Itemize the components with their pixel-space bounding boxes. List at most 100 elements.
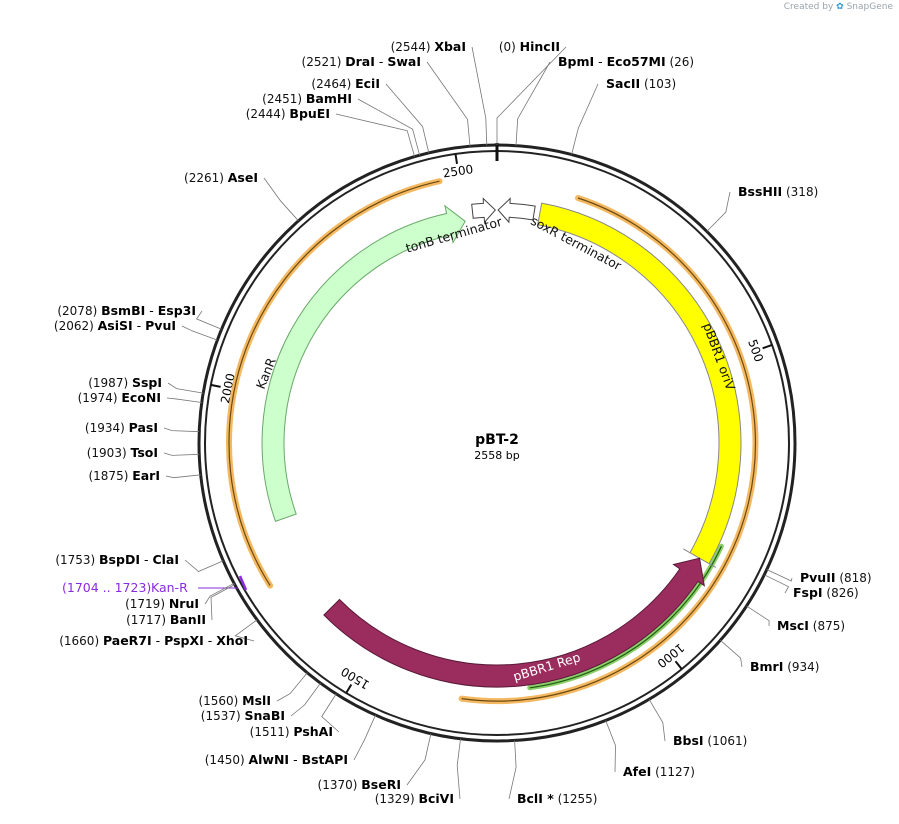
restriction-site-label[interactable]: (1511) PshAI (250, 724, 333, 739)
restriction-site-label[interactable]: (2544) XbaI (391, 39, 466, 54)
site-leader-line (290, 682, 321, 717)
tonb-terminator-arrow (471, 197, 496, 224)
enzyme-name: EarI (132, 468, 160, 483)
restriction-site-label[interactable]: AfeI (1127) (623, 764, 695, 779)
restriction-site-label[interactable]: (1974) EcoNI (78, 390, 161, 405)
enzyme-position: (1987) (88, 376, 132, 390)
enzyme-name: PshAI (293, 724, 333, 739)
tick-label: 500 (745, 338, 766, 364)
site-leader-line (720, 639, 743, 668)
enzyme-name: Esp3I (158, 303, 196, 318)
enzyme-name: NruI (169, 596, 199, 611)
snapgene-branding: Created by ✿ SnapGene (784, 2, 893, 12)
restriction-site-label[interactable]: FspI (826) (793, 585, 859, 600)
restriction-site-label[interactable]: (2062) AsiSI - PvuI (54, 318, 176, 333)
enzyme-position: (1660) (59, 634, 103, 648)
enzyme-position: (1875) (88, 469, 132, 483)
enzyme-position: (1450) (205, 753, 249, 767)
restriction-site-label[interactable]: (2261) AseI (184, 170, 258, 185)
restriction-site-label[interactable]: PvuII (818) (800, 570, 872, 585)
site-leader-line (166, 397, 202, 403)
site-leader-line (163, 452, 200, 456)
enzyme-name: Eco57MI (607, 54, 666, 69)
enzyme-name: BseRI (361, 777, 401, 792)
enzyme-position: (1127) (651, 765, 695, 779)
restriction-site-label[interactable]: (1370) BseRI (318, 777, 401, 792)
enzyme-name: BciVI (418, 791, 454, 806)
site-leader-line (605, 720, 616, 773)
site-leader-line (163, 427, 200, 433)
restriction-site-label[interactable]: (1537) SnaBI (201, 708, 285, 723)
soxr-terminator-arrow (497, 197, 536, 224)
site-leader-line (764, 574, 790, 594)
enzyme-name: DraI (345, 54, 375, 69)
restriction-site-label[interactable]: SacII (103) (606, 76, 676, 91)
enzyme-position: (2444) (246, 107, 290, 121)
enzyme-position: (1511) (250, 725, 294, 739)
enzyme-position: (1560) (198, 694, 242, 708)
restriction-site-label[interactable]: (1987) SspI (88, 375, 162, 390)
restriction-site-label[interactable]: (1329) BciVI (375, 791, 454, 806)
enzyme-name: BpmI (558, 54, 594, 69)
green-strand-core (529, 545, 722, 689)
enzyme-name: EcoNI (121, 390, 161, 405)
feature-layer (225, 178, 759, 705)
restriction-site-label[interactable]: (2464) EciI (311, 76, 380, 91)
site-leader-line (353, 714, 376, 761)
enzyme-name: PvuII (800, 570, 836, 585)
restriction-site-label[interactable]: (1719) NruI (125, 596, 199, 611)
restriction-site-label[interactable]: (2444) BpuEI (246, 106, 330, 121)
restriction-site-label[interactable]: (2078) BsmBI - Esp3I (57, 303, 196, 318)
restriction-site-label[interactable]: BssHII (318) (738, 184, 818, 199)
restriction-site-label[interactable]: (1717) BanII (126, 612, 206, 627)
site-leader-line (195, 310, 222, 330)
restriction-site-label[interactable]: (1903) TsoI (87, 445, 158, 460)
restriction-site-label[interactable]: BpmI - Eco57MI (26) (558, 54, 694, 69)
site-leader-line (276, 672, 308, 702)
restriction-site-label[interactable]: MscI (875) (777, 618, 845, 633)
site-leader-line (471, 46, 488, 146)
restriction-site-label[interactable]: BbsI (1061) (673, 733, 747, 748)
enzyme-position: (2464) (311, 77, 355, 91)
plasmid-length: 2558 bp (474, 449, 519, 462)
restriction-site-label[interactable]: (1875) EarI (88, 468, 160, 483)
restriction-site-label[interactable]: (1660) PaeR7I - PspXI - XhoI (59, 633, 248, 648)
site-leader-line (746, 605, 770, 627)
restriction-site-label[interactable]: (1753) BspDI - ClaI (55, 552, 179, 567)
site-leader-line (165, 474, 201, 479)
enzyme-name: PvuI (145, 318, 176, 333)
enzyme-position: (1974) (78, 391, 122, 405)
restriction-site-label[interactable]: (2451) BamHI (262, 91, 352, 106)
enzyme-name: PspXI (164, 633, 204, 648)
pbbr1-rep-arrow (323, 557, 705, 688)
enzyme-name: HincII (520, 39, 560, 54)
enzyme-name: BamHI (306, 91, 352, 106)
restriction-site-label[interactable]: BmrI (934) (750, 659, 819, 674)
primer-range-label: (1704 .. 1723) (62, 580, 151, 595)
enzyme-position: (1719) (125, 597, 169, 611)
site-leader-line (406, 733, 432, 786)
restriction-site-label[interactable]: (0) HincII (499, 39, 560, 54)
site-leader-line (210, 584, 235, 621)
restriction-site-label[interactable]: (2521) DraI - SwaI (302, 54, 421, 69)
enzyme-position: (1903) (87, 446, 131, 460)
tick-label: 1500 (339, 664, 372, 692)
restriction-site-label[interactable]: (1934) PasI (85, 420, 158, 435)
enzyme-name: EciI (355, 76, 380, 91)
enzyme-name: BbsI (673, 733, 704, 748)
tick-mark (762, 343, 773, 350)
tick-mark (454, 153, 458, 165)
site-leader-line (321, 693, 340, 733)
site-leader-line (263, 177, 299, 222)
enzyme-name: TsoI (130, 445, 158, 460)
site-leader-line (234, 619, 258, 642)
restriction-site-label[interactable]: (1450) AlwNI - BstAPI (205, 752, 348, 767)
restriction-site-label[interactable]: BclI * (1255) (517, 791, 597, 806)
enzyme-name: FspI (793, 585, 823, 600)
enzyme-position: (2521) (302, 55, 346, 69)
enzyme-name: BclI * (517, 791, 554, 806)
restriction-site-label[interactable]: (1560) MslI (198, 693, 271, 708)
enzyme-position: (2261) (184, 171, 228, 185)
